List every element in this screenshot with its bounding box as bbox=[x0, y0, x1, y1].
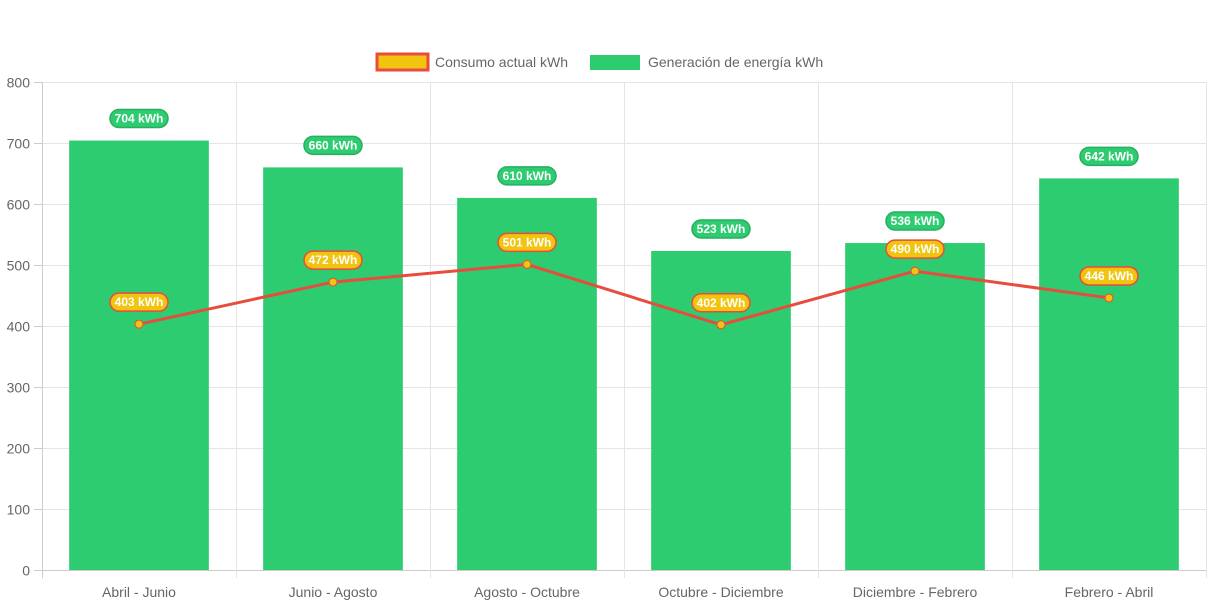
data-label: 403 kWh bbox=[109, 292, 169, 312]
x-tick-label: Agosto - Octubre bbox=[474, 584, 580, 600]
y-tick-label: 700 bbox=[7, 136, 31, 152]
line-point[interactable] bbox=[910, 266, 920, 276]
grid bbox=[42, 82, 1207, 578]
data-label: 660 kWh bbox=[303, 135, 363, 156]
data-label-text: 490 kWh bbox=[891, 242, 940, 256]
y-tick-label: 500 bbox=[7, 258, 31, 274]
line-path bbox=[138, 262, 1110, 327]
data-label-bg bbox=[303, 250, 363, 270]
bar[interactable] bbox=[845, 243, 985, 571]
bar-series bbox=[69, 140, 1179, 571]
data-label-text: 704 kWh bbox=[115, 112, 164, 126]
bar[interactable] bbox=[263, 167, 403, 570]
data-label-bg bbox=[303, 135, 363, 156]
data-label: 446 kWh bbox=[1079, 266, 1139, 286]
bar[interactable] bbox=[69, 140, 209, 570]
x-axis: Abril - Junio Junio - Agosto Agosto - Octu… bbox=[102, 584, 1153, 600]
data-label: 704 kWh bbox=[109, 108, 169, 129]
legend-label-generacion[interactable]: Generación de energía kWh bbox=[648, 54, 823, 70]
x-tick-label: Octubre - Diciembre bbox=[658, 584, 783, 600]
data-label-text: 523 kWh bbox=[697, 222, 746, 236]
bar[interactable] bbox=[1039, 178, 1179, 570]
data-label-text: 642 kWh bbox=[1085, 149, 1134, 163]
line-point[interactable] bbox=[328, 277, 338, 287]
data-label-text: 402 kWh bbox=[697, 296, 746, 310]
data-label: 472 kWh bbox=[303, 250, 363, 270]
data-label-bg bbox=[497, 232, 557, 253]
data-label-text: 610 kWh bbox=[503, 169, 552, 183]
line-point[interactable] bbox=[716, 320, 726, 330]
data-label-bg bbox=[1079, 146, 1139, 167]
data-label-text: 403 kWh bbox=[115, 295, 164, 309]
data-labels: 704 kWh 660 kWh 610 kWh 523 kWh 536 kWh 642 k… bbox=[109, 108, 1139, 313]
y-axis: 0 100 200 300 400 500 600 700 800 bbox=[7, 75, 42, 579]
data-label-bg bbox=[885, 211, 945, 231]
data-label-text: 501 kWh bbox=[503, 235, 552, 249]
data-label: 490 kWh bbox=[885, 239, 945, 259]
data-label-bg bbox=[109, 108, 169, 129]
y-tick-label: 600 bbox=[7, 197, 31, 213]
data-label-text: 536 kWh bbox=[891, 214, 940, 228]
data-label: 501 kWh bbox=[497, 232, 557, 253]
line-point[interactable] bbox=[134, 319, 144, 329]
data-label: 523 kWh bbox=[691, 219, 751, 239]
line-point[interactable] bbox=[1104, 293, 1114, 303]
y-tick-label: 0 bbox=[22, 563, 30, 579]
data-label-bg bbox=[109, 292, 169, 312]
data-label-bg bbox=[691, 293, 751, 313]
x-tick-label: Febrero - Abril bbox=[1065, 584, 1154, 600]
y-tick-label: 800 bbox=[7, 75, 31, 91]
y-tick-label: 400 bbox=[7, 319, 31, 335]
data-label: 402 kWh bbox=[691, 293, 751, 313]
data-label-bg bbox=[885, 239, 945, 259]
data-label: 536 kWh bbox=[885, 211, 945, 231]
bar[interactable] bbox=[457, 197, 597, 570]
x-tick-label: Diciembre - Febrero bbox=[853, 584, 978, 600]
legend-swatch-consumo[interactable] bbox=[375, 52, 430, 72]
y-tick-label: 100 bbox=[7, 502, 31, 518]
data-label: 610 kWh bbox=[497, 166, 557, 186]
data-label-text: 446 kWh bbox=[1085, 269, 1134, 283]
line-series bbox=[134, 259, 1114, 330]
data-label-bg bbox=[691, 219, 751, 239]
legend-label-consumo[interactable]: Consumo actual kWh bbox=[435, 54, 568, 70]
y-tick-label: 200 bbox=[7, 441, 31, 457]
legend-swatch-generacion[interactable] bbox=[590, 55, 640, 70]
data-label-bg bbox=[497, 166, 557, 186]
data-label-bg bbox=[1079, 266, 1139, 286]
x-tick-label: Abril - Junio bbox=[102, 584, 176, 600]
line-point[interactable] bbox=[522, 259, 532, 269]
data-label-text: 660 kWh bbox=[309, 138, 358, 152]
legend: Consumo actual kWh Generación de energía… bbox=[375, 52, 823, 72]
x-tick-label: Junio - Agosto bbox=[289, 584, 378, 600]
data-label-text: 472 kWh bbox=[309, 253, 358, 267]
y-tick-label: 300 bbox=[7, 380, 31, 396]
data-label: 642 kWh bbox=[1079, 146, 1139, 167]
